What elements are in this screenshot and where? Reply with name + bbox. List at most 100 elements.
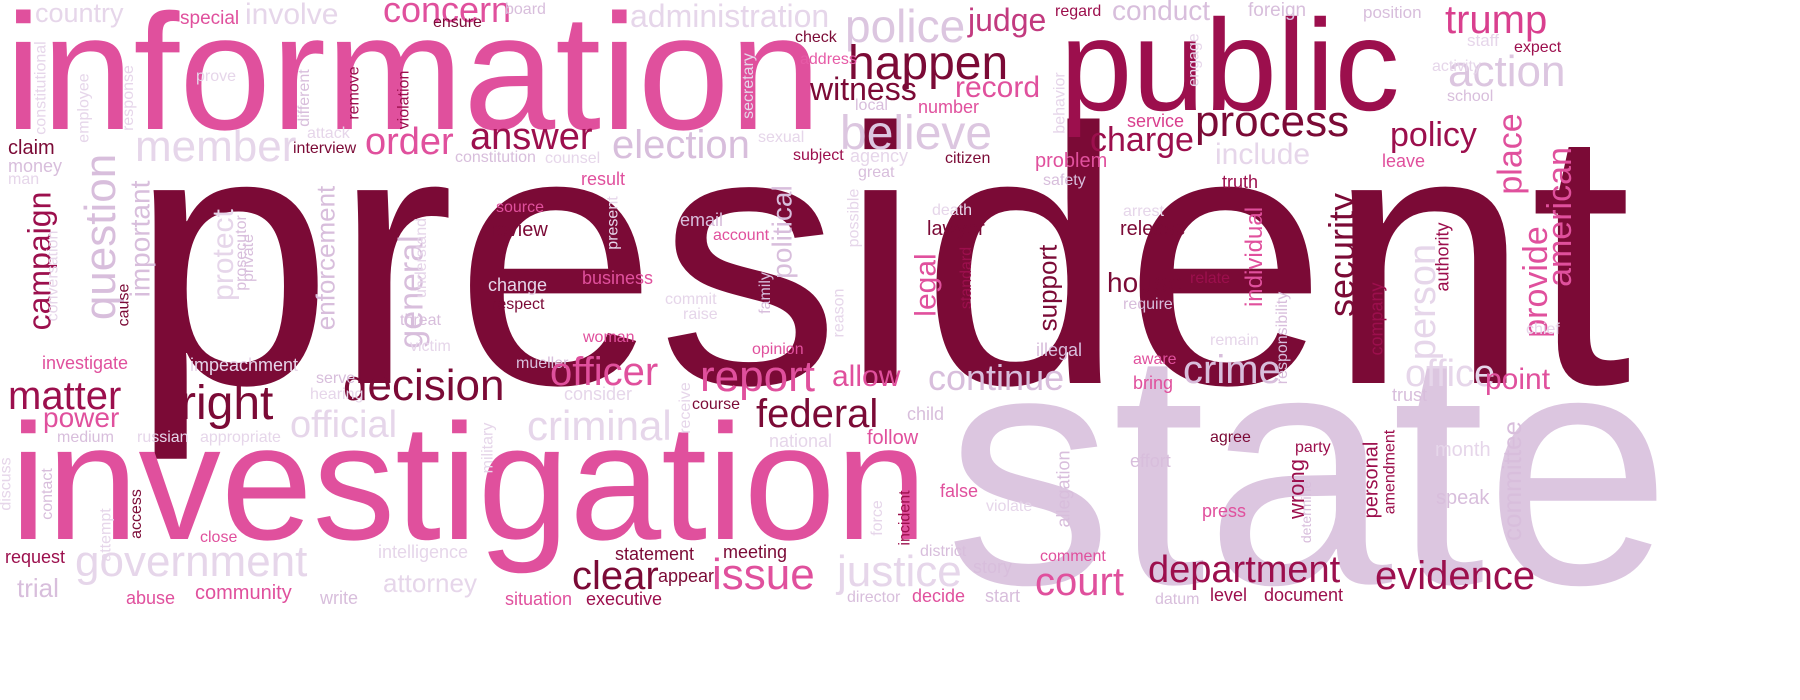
word-story: story	[973, 557, 1013, 577]
word-commit: commit	[665, 291, 717, 308]
word-chief: chief	[1526, 321, 1560, 338]
word-reason: reason	[830, 288, 848, 338]
word-security: security	[1321, 192, 1363, 318]
word-district: district	[920, 543, 967, 560]
word-problem: problem	[1035, 150, 1108, 172]
word-woman: woman	[583, 329, 635, 346]
word-committee: committee	[1496, 421, 1527, 541]
word-enforcement: enforcement	[310, 185, 341, 331]
word-crime: crime	[1183, 348, 1281, 392]
word-bring: bring	[1133, 373, 1174, 393]
word-relate: relate	[1190, 270, 1231, 287]
word-citizen: citizen	[945, 150, 991, 167]
word-remain: remain	[1210, 332, 1259, 349]
word-trust: trust	[1392, 385, 1428, 405]
word-federal: federal	[756, 392, 879, 436]
word-illegal: illegal	[1036, 340, 1083, 360]
word-foreign: foreign	[1248, 0, 1307, 21]
word-start: start	[985, 586, 1021, 606]
word-meeting: meeting	[723, 542, 788, 562]
word-great: great	[858, 164, 895, 181]
word-attack: attack	[307, 125, 350, 142]
word-process: process	[1195, 97, 1350, 146]
word-country: country	[35, 0, 124, 28]
word-position: position	[1363, 3, 1422, 22]
word-right: right	[180, 377, 274, 430]
word-allegation: allegation	[1053, 450, 1074, 528]
word-change: change	[488, 275, 548, 295]
word-possible: possible	[845, 188, 863, 248]
word-report: report	[700, 352, 815, 401]
word-review: review	[490, 219, 548, 241]
word-death: death	[932, 202, 973, 219]
word-close: close	[200, 529, 238, 546]
word-incident: incident	[896, 490, 914, 546]
word-behavior: behavior	[1051, 72, 1069, 134]
word-claim: claim	[8, 137, 55, 159]
word-expect: expect	[1514, 39, 1562, 56]
word-appropriate: appropriate	[200, 429, 281, 446]
word-man: man	[8, 171, 40, 188]
word-concern: concern	[383, 0, 512, 30]
word-medium: medium	[57, 429, 114, 446]
word-activity: activity	[1432, 58, 1481, 75]
word-member: member	[135, 122, 297, 171]
word-criminal: criminal	[527, 402, 672, 449]
word-point: point	[1485, 363, 1551, 396]
word-agency: agency	[850, 146, 909, 166]
word-national: national	[769, 431, 833, 451]
word-power: power	[43, 402, 120, 433]
word-serve: serve	[316, 370, 356, 387]
word-present: present	[604, 196, 622, 250]
word-lawyer: lawyer	[927, 218, 985, 240]
word-access: access	[127, 489, 145, 539]
word-false: false	[940, 481, 979, 501]
word-investigate: investigate	[42, 353, 129, 373]
word-engage: engage	[1185, 33, 1203, 87]
word-victim: victim	[410, 338, 451, 355]
word-month: month	[1435, 439, 1491, 461]
word-involve: involve	[245, 0, 339, 31]
word-staff: staff	[1467, 31, 1499, 50]
word-secretary: secretary	[739, 53, 757, 119]
word-department: department	[1148, 549, 1341, 591]
word-conversation: conversation	[44, 230, 62, 322]
word-course: course	[692, 396, 741, 413]
word-answer: answer	[470, 116, 593, 158]
word-press: press	[1202, 501, 1247, 521]
word-subject: subject	[793, 147, 844, 164]
word-decision: decision	[343, 361, 505, 410]
word-trump: trump	[1445, 0, 1548, 42]
word-money: money	[8, 156, 63, 176]
word-family: family	[756, 272, 774, 314]
word-office: office	[1405, 353, 1496, 395]
word-conduct: conduct	[1112, 0, 1211, 26]
word-judge: judge	[968, 2, 1047, 38]
word-violation: violation	[395, 70, 413, 130]
word-service: service	[1127, 111, 1185, 131]
word-party: party	[1295, 439, 1331, 456]
word-situation: situation	[505, 589, 573, 609]
word-personal: personal	[1360, 441, 1383, 519]
word-police: police	[845, 0, 966, 52]
word-court: court	[1035, 560, 1124, 604]
word-government: government	[75, 537, 308, 586]
word-discuss: discuss	[0, 457, 15, 511]
word-speak: speak	[1436, 487, 1490, 509]
word-aware: aware	[1133, 351, 1177, 368]
word-person: person	[1402, 243, 1445, 361]
word-respect: respect	[492, 296, 545, 313]
word-policy: policy	[1390, 116, 1477, 154]
word-sexual: sexual	[758, 129, 805, 146]
word-violate: violate	[986, 498, 1033, 515]
word-intelligence: intelligence	[378, 542, 469, 562]
word-charge: charge	[1090, 121, 1194, 159]
word-president: president	[130, 54, 1632, 461]
word-constitution: constitution	[455, 149, 536, 166]
word-counsel: counsel	[545, 150, 601, 167]
word-address: address	[800, 51, 857, 68]
word-mueller: mueller	[516, 355, 569, 372]
word-believe: believe	[840, 107, 993, 160]
word-force: force	[868, 500, 886, 536]
